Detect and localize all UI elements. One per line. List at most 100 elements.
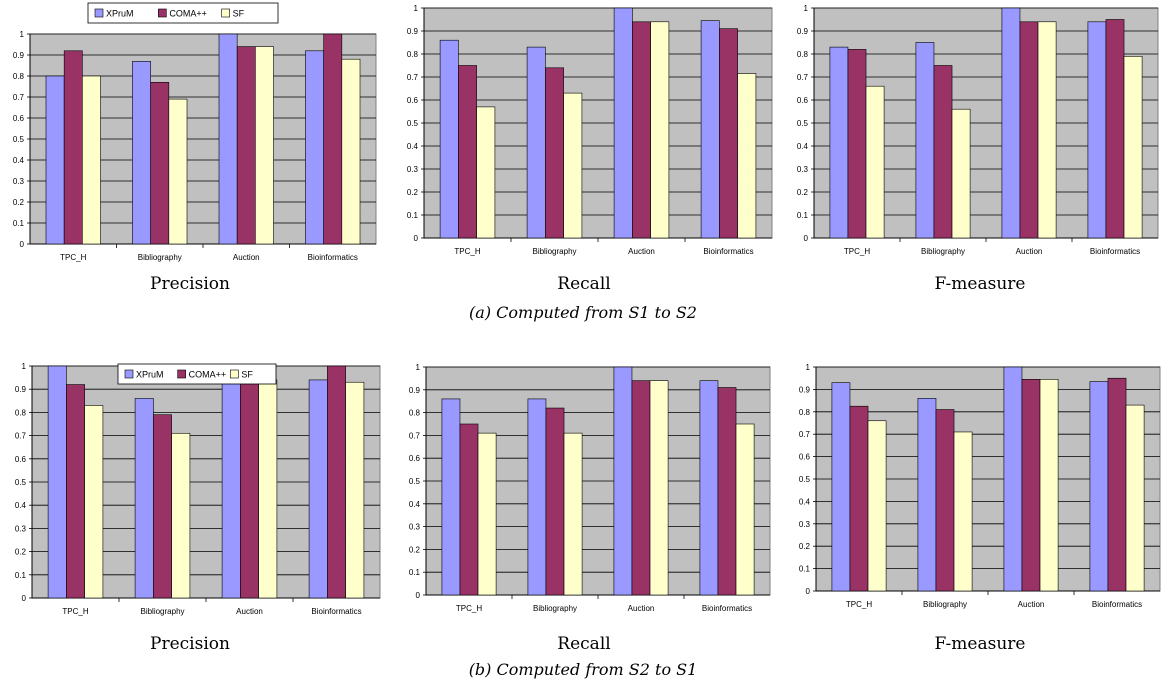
- bar-sf-auction: [255, 46, 274, 245]
- y-tick-label: 0.3: [409, 523, 421, 532]
- legend-swatch: [221, 8, 230, 18]
- bar-series-2-bibliography: [563, 92, 583, 239]
- x-category-label: Bioinformatics: [702, 604, 752, 613]
- y-tick-label: 1: [806, 363, 811, 372]
- y-tick-label: 0.9: [13, 51, 25, 60]
- bar-sf-bibliography: [171, 432, 191, 599]
- y-tick-label: 0.4: [15, 501, 27, 510]
- caption-fmeasure-b: F-measure: [934, 634, 1026, 654]
- y-tick-label: 0: [416, 591, 421, 600]
- precision-chart-s2-to-s1: 0 0.1 0.2 0.3 0.4 0.5 0.6 0.7 0.8 0.9 1 TPC_H Biblio…: [15, 362, 381, 616]
- bar-series-2-bioinformatics: [1123, 55, 1143, 239]
- bar-series-1-bibliography: [935, 409, 955, 592]
- y-tick-label: 0.6: [799, 453, 811, 462]
- bar-comaplusplus-bibliography: [150, 82, 170, 245]
- bar-series-0-tpc_h: [439, 39, 459, 239]
- y-tick-label: 0.6: [15, 455, 27, 464]
- y-tick-label: 0.8: [797, 50, 809, 59]
- bar-series-1-tpc_h: [458, 65, 477, 239]
- bar-series-0-bibliography: [917, 398, 937, 592]
- x-category-label: Bioinformatics: [703, 247, 753, 256]
- bar-series-0-tpc_h: [441, 398, 461, 596]
- bar-series-0-auction: [613, 366, 633, 596]
- bar-series-0-auction: [1003, 366, 1023, 592]
- y-tick-label: 0.9: [799, 385, 811, 394]
- bar-series-2-bibliography: [563, 432, 583, 596]
- y-tick-label: 1: [804, 4, 809, 13]
- bar-series-2-auction: [650, 21, 670, 239]
- y-tick-label: 0.2: [407, 188, 419, 197]
- bar-series-0-bioinformatics: [1089, 381, 1109, 592]
- y-tick-label: 0.5: [799, 475, 811, 484]
- x-category-label: Bibliography: [140, 607, 184, 616]
- bar-xprum-bioinformatics: [308, 379, 328, 599]
- y-tick-label: 0.5: [15, 478, 27, 487]
- legend-label: XPruM: [136, 370, 164, 380]
- y-tick-label: 0.4: [799, 497, 811, 506]
- y-tick-label: 0.1: [15, 571, 27, 580]
- bar-series-1-tpc_h: [459, 423, 479, 596]
- y-tick-label: 0.7: [799, 430, 811, 439]
- y-tick-label: 0.7: [15, 432, 27, 441]
- bar-series-2-bioinformatics: [737, 73, 757, 239]
- y-tick-label: 0.3: [407, 165, 419, 174]
- y-tick-label: 1: [20, 30, 25, 39]
- y-tick-label: 0.6: [409, 454, 421, 463]
- y-tick-label: 0.1: [407, 211, 419, 220]
- bar-series-1-bioinformatics: [719, 28, 738, 239]
- legend-box: [87, 2, 279, 24]
- y-tick-label: 0.8: [15, 408, 27, 417]
- bar-series-1-bibliography: [545, 407, 565, 596]
- y-tick-label: 0: [804, 234, 809, 243]
- x-category-label: TPC_H: [844, 247, 870, 256]
- bar-xprum-bibliography: [132, 60, 151, 245]
- y-tick-label: 0.7: [797, 73, 809, 82]
- legend-swatch: [158, 8, 167, 18]
- y-tick-label: 1: [414, 4, 419, 13]
- caption-recall-b: Recall: [557, 634, 611, 654]
- y-tick-label: 0.3: [799, 520, 811, 529]
- y-tick-label: 0.1: [13, 219, 25, 228]
- y-tick-label: 0: [20, 240, 25, 249]
- bar-series-0-bioinformatics: [1087, 21, 1107, 239]
- y-tick-label: 0.7: [13, 93, 25, 102]
- legend-swatch: [124, 369, 134, 379]
- bar-series-1-tpc_h: [849, 405, 869, 592]
- bar-series-2-tpc_h: [476, 106, 496, 239]
- recall-chart-s2-to-s1: 0 0.1 0.2 0.3 0.4 0.5 0.6 0.7 0.8 0.9 1 TPC_H Biblio…: [409, 363, 771, 613]
- y-tick-label: 0.2: [15, 548, 27, 557]
- y-tick-label: 0: [414, 234, 419, 243]
- y-tick-label: 0.2: [797, 188, 809, 197]
- bar-series-0-bibliography: [527, 398, 547, 596]
- bar-series-1-auction: [1019, 21, 1039, 239]
- y-tick-label: 0.9: [409, 386, 421, 395]
- y-tick-label: 0.5: [797, 119, 809, 128]
- x-category-label: Auction: [628, 604, 655, 613]
- legend-label: XPruM: [106, 9, 134, 19]
- y-tick-label: 0.9: [797, 27, 809, 36]
- legend-swatch: [230, 369, 239, 379]
- fmeasure-chart-s2-to-s1: 0 0.1 0.2 0.3 0.4 0.5 0.6 0.7 0.8 0.9 1 TPC_H Biblio…: [799, 363, 1161, 609]
- caption-precision-b: Precision: [150, 634, 230, 654]
- bar-sf-bioinformatics: [341, 58, 361, 245]
- y-tick-label: 0.8: [407, 50, 419, 59]
- bar-series-2-auction: [649, 380, 669, 596]
- x-category-label: Bibliography: [921, 247, 965, 256]
- legend-label: COMA++: [189, 370, 227, 380]
- bar-sf-tpc_h: [84, 405, 104, 599]
- bar-xprum-tpc_h: [47, 365, 67, 599]
- bar-series-0-auction: [1001, 7, 1021, 239]
- y-tick-label: 0.2: [13, 198, 25, 207]
- bar-comaplusplus-bioinformatics: [327, 365, 346, 599]
- x-category-label: Auction: [628, 247, 655, 256]
- y-tick-label: 0.4: [407, 142, 419, 151]
- y-tick-label: 0.4: [13, 156, 25, 165]
- recall-chart-s1-to-s2: 0 0.1 0.2 0.3 0.4 0.5 0.6 0.7 0.8 0.9 1 TPC_H Biblio…: [407, 4, 773, 256]
- x-category-label: Auction: [1018, 600, 1045, 609]
- x-category-label: Bibliography: [923, 600, 967, 609]
- legend-label: SF: [233, 9, 245, 19]
- x-category-label: TPC_H: [62, 607, 88, 616]
- y-tick-label: 0.1: [799, 565, 811, 574]
- x-category-label: TPC_H: [846, 600, 872, 609]
- x-category-label: Bibliography: [138, 253, 182, 262]
